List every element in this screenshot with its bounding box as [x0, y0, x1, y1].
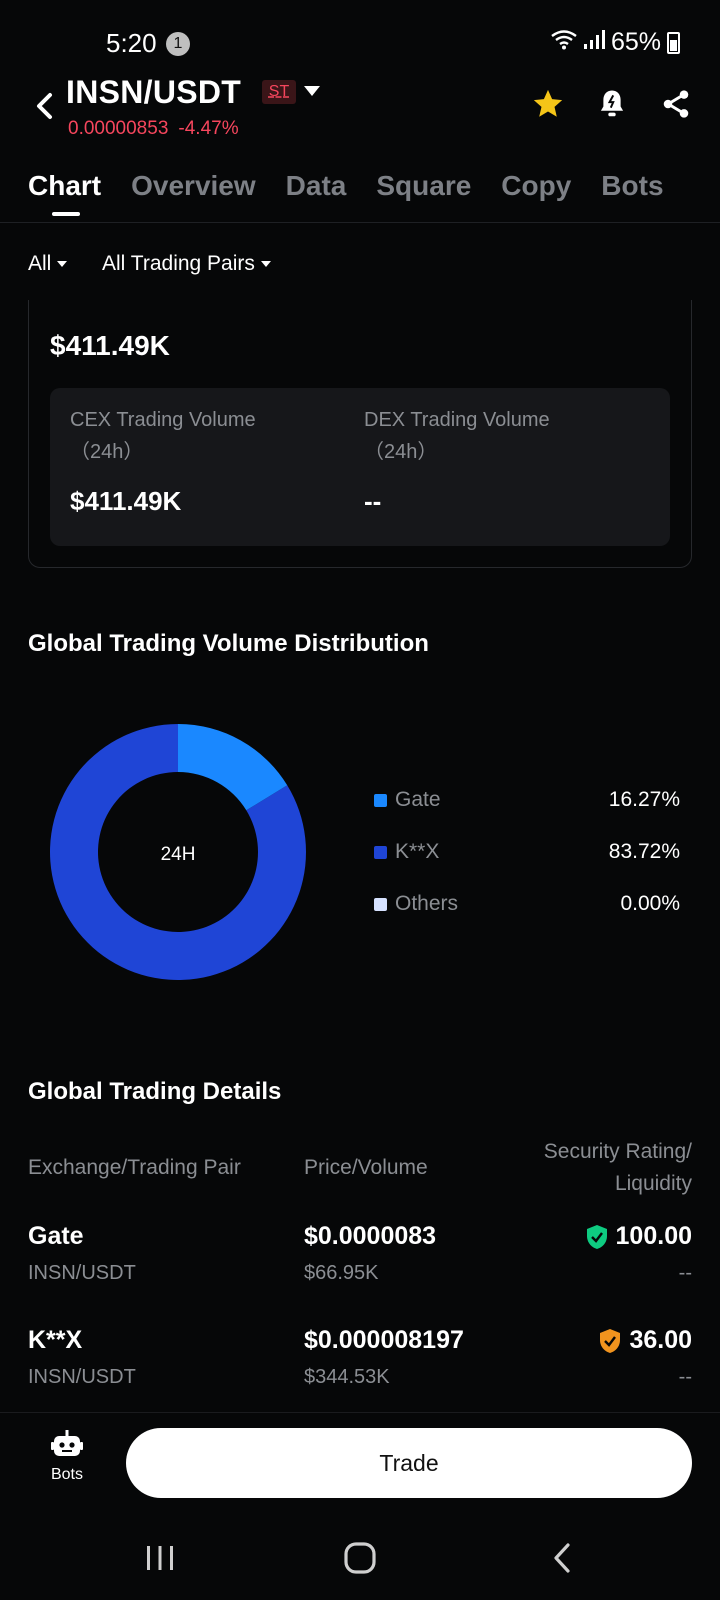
- last-price: 0.00000853: [68, 118, 169, 139]
- bots-button-label: Bots: [50, 1466, 83, 1483]
- legend-name: K**X: [395, 840, 440, 863]
- chevron-left-icon: [37, 93, 52, 119]
- row-rating-value: 100.00: [615, 1222, 692, 1250]
- distribution-title: Global Trading Volume Distribution: [28, 630, 429, 657]
- row-rating: 100.00: [586, 1222, 692, 1251]
- price-line: 0.00000853 -4.47%: [68, 118, 239, 140]
- wifi-icon: [551, 28, 577, 57]
- legend-name: Others: [395, 892, 459, 915]
- legend-value: 83.72%: [608, 840, 680, 863]
- dex-volume-value: --: [364, 486, 382, 516]
- legend-swatch: [374, 845, 387, 859]
- donut-slice-gate: [178, 724, 288, 811]
- legend-item-others: Others 0.00%: [374, 892, 680, 916]
- row-pair: INSN/USDT: [28, 1366, 136, 1388]
- home-button[interactable]: [330, 1536, 390, 1580]
- row-volume: $66.95K: [304, 1262, 379, 1284]
- column-header-rating-line1: Security Rating/: [543, 1140, 692, 1163]
- volume-breakdown: CEX Trading Volume （24h） $411.49K DEX Tr…: [50, 388, 670, 546]
- trade-button[interactable]: Trade: [126, 1428, 692, 1498]
- scope-filter-label: All: [28, 252, 52, 275]
- robot-icon: [51, 1430, 83, 1456]
- recent-apps-button[interactable]: [130, 1536, 190, 1580]
- donut-center-label: 24H: [161, 844, 196, 865]
- legend-value: 16.27%: [608, 788, 680, 811]
- row-liquidity: --: [678, 1262, 692, 1284]
- column-header-rating: Security Rating/ Liquidity: [544, 1136, 692, 1200]
- st-badge[interactable]: ST: [262, 80, 296, 104]
- notification-count-badge: 1: [166, 32, 190, 56]
- total-volume: $411.49K: [50, 330, 170, 361]
- dex-volume-period: （24h）: [364, 441, 438, 463]
- header-actions: [530, 86, 694, 122]
- legend-swatch: [374, 793, 387, 807]
- distribution-donut-chart: 24H: [49, 724, 307, 980]
- tab-square[interactable]: Square: [376, 170, 472, 201]
- back-button[interactable]: [24, 86, 64, 126]
- scope-filter-dropdown[interactable]: All: [28, 252, 68, 276]
- share-icon[interactable]: [658, 86, 694, 122]
- battery-percent: 65%: [610, 28, 661, 56]
- row-rating-value: 36.00: [629, 1326, 692, 1354]
- shield-check-icon: [586, 1224, 607, 1249]
- tab-bar: Chart Overview Data Square Copy Bots: [28, 170, 664, 216]
- dex-volume-label: DEX Trading Volume: [364, 409, 550, 431]
- row-price: $0.000008197: [304, 1326, 464, 1354]
- tab-overview[interactable]: Overview: [131, 170, 256, 201]
- details-title: Global Trading Details: [28, 1078, 282, 1105]
- row-price: $0.0000083: [304, 1222, 437, 1250]
- row-volume: $344.53K: [304, 1366, 390, 1388]
- cex-volume-label: CEX Trading Volume: [70, 409, 256, 431]
- row-exchange: Gate: [28, 1222, 84, 1250]
- column-header-rating-line2: Liquidity: [614, 1172, 692, 1195]
- legend-item-gate: Gate 16.27%: [374, 788, 680, 812]
- legend-swatch: [374, 897, 387, 911]
- row-liquidity: --: [678, 1366, 692, 1388]
- system-back-button[interactable]: [532, 1536, 592, 1580]
- legend-value: 0.00%: [620, 892, 680, 915]
- legend-item-kx: K**X 83.72%: [374, 840, 680, 864]
- home-icon: [344, 1542, 376, 1574]
- row-exchange: K**X: [28, 1326, 83, 1354]
- donut-slice-kx: [49, 724, 307, 980]
- pair-dropdown-caret-icon[interactable]: [304, 86, 320, 96]
- pairs-filter-dropdown[interactable]: All Trading Pairs: [102, 252, 271, 276]
- favorite-star-icon[interactable]: [530, 86, 566, 122]
- cex-volume: CEX Trading Volume （24h） $411.49K: [70, 404, 350, 517]
- signal-icon: [583, 28, 605, 57]
- pair-title[interactable]: INSN/USDT: [66, 74, 242, 110]
- tab-bots[interactable]: Bots: [601, 170, 664, 201]
- column-header-exchange: Exchange/Trading Pair: [28, 1156, 241, 1179]
- cex-volume-value: $411.49K: [70, 486, 182, 516]
- status-time: 5:20: [106, 28, 157, 58]
- status-icons: 65%: [551, 28, 680, 57]
- volume-card: [28, 300, 692, 568]
- shield-check-icon: [600, 1328, 621, 1353]
- cex-volume-period: （24h）: [70, 441, 144, 463]
- row-rating: 36.00: [599, 1326, 692, 1355]
- recent-apps-icon: [147, 1546, 173, 1570]
- chevron-down-icon: [57, 261, 68, 267]
- chevron-down-icon: [260, 261, 271, 267]
- back-arrow-icon: [554, 1543, 570, 1573]
- dex-volume: DEX Trading Volume （24h） --: [364, 404, 654, 517]
- bots-button[interactable]: Bots: [40, 1430, 94, 1502]
- tab-chart[interactable]: Chart: [28, 170, 102, 216]
- tabs-divider: [0, 222, 720, 223]
- row-pair: INSN/USDT: [28, 1262, 136, 1284]
- battery-icon: [667, 31, 680, 54]
- pairs-filter-label: All Trading Pairs: [102, 252, 255, 275]
- price-change: -4.47%: [178, 118, 239, 139]
- legend-name: Gate: [395, 788, 441, 811]
- tab-data[interactable]: Data: [285, 170, 347, 201]
- column-header-price: Price/Volume: [304, 1156, 428, 1179]
- tab-copy[interactable]: Copy: [501, 170, 572, 201]
- price-alert-bell-icon[interactable]: [594, 86, 630, 122]
